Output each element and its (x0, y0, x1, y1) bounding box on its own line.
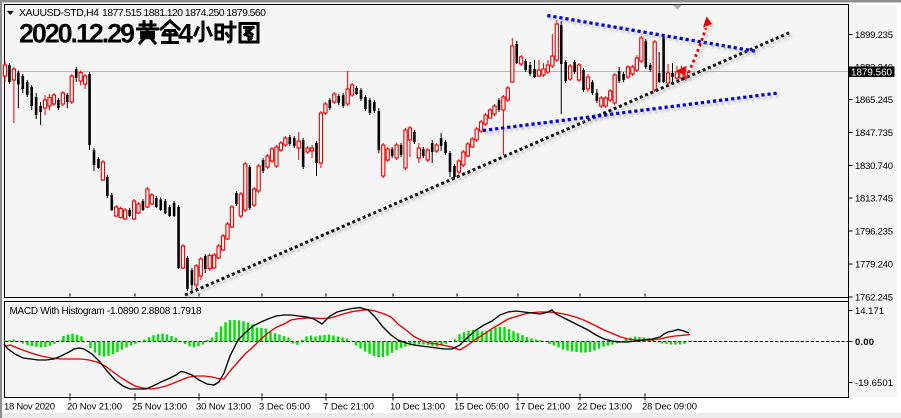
svg-text:7 Dec 21:00: 7 Dec 21:00 (323, 401, 374, 412)
svg-text:4: 4 (178, 19, 193, 49)
svg-text:28 Dec 09:00: 28 Dec 09:00 (642, 401, 697, 412)
svg-text:30 Nov 13:00: 30 Nov 13:00 (196, 401, 251, 412)
svg-text:1879.560: 1879.560 (851, 67, 893, 78)
svg-text:1865.245: 1865.245 (855, 95, 893, 106)
svg-text:2020.12.29: 2020.12.29 (19, 19, 135, 49)
svg-text:XAUUSD-STD,H4: XAUUSD-STD,H4 (19, 7, 99, 19)
svg-text:22 Dec 13:00: 22 Dec 13:00 (577, 401, 632, 412)
svg-text:3 Dec 05:00: 3 Dec 05:00 (259, 401, 310, 412)
svg-text:1899.235: 1899.235 (855, 30, 893, 41)
svg-text:25 Nov 13:00: 25 Nov 13:00 (132, 401, 187, 412)
svg-text:15 Dec 05:00: 15 Dec 05:00 (454, 401, 509, 412)
svg-text:17 Dec 21:00: 17 Dec 21:00 (515, 401, 570, 412)
svg-text:MACD With Histogram -1.0890 2.: MACD With Histogram -1.0890 2.8808 1.791… (10, 306, 202, 317)
svg-text:0.00: 0.00 (855, 337, 874, 348)
svg-text:1830.740: 1830.740 (855, 161, 893, 172)
svg-text:1847.735: 1847.735 (855, 128, 893, 139)
svg-text:14.171: 14.171 (855, 306, 884, 317)
svg-text:1779.240: 1779.240 (855, 259, 893, 270)
svg-text:1813.745: 1813.745 (855, 193, 893, 204)
svg-text:1877.515 1881.120 1874.250 187: 1877.515 1881.120 1874.250 1879.560 (102, 7, 266, 19)
svg-text:20 Nov 21:00: 20 Nov 21:00 (67, 401, 122, 412)
svg-text:10 Dec 13:00: 10 Dec 13:00 (390, 401, 445, 412)
svg-text:1762.245: 1762.245 (855, 292, 893, 303)
svg-text:1796.235: 1796.235 (855, 226, 893, 237)
svg-text:18 Nov 2020: 18 Nov 2020 (4, 401, 55, 412)
svg-text:-19.6501: -19.6501 (855, 378, 893, 389)
